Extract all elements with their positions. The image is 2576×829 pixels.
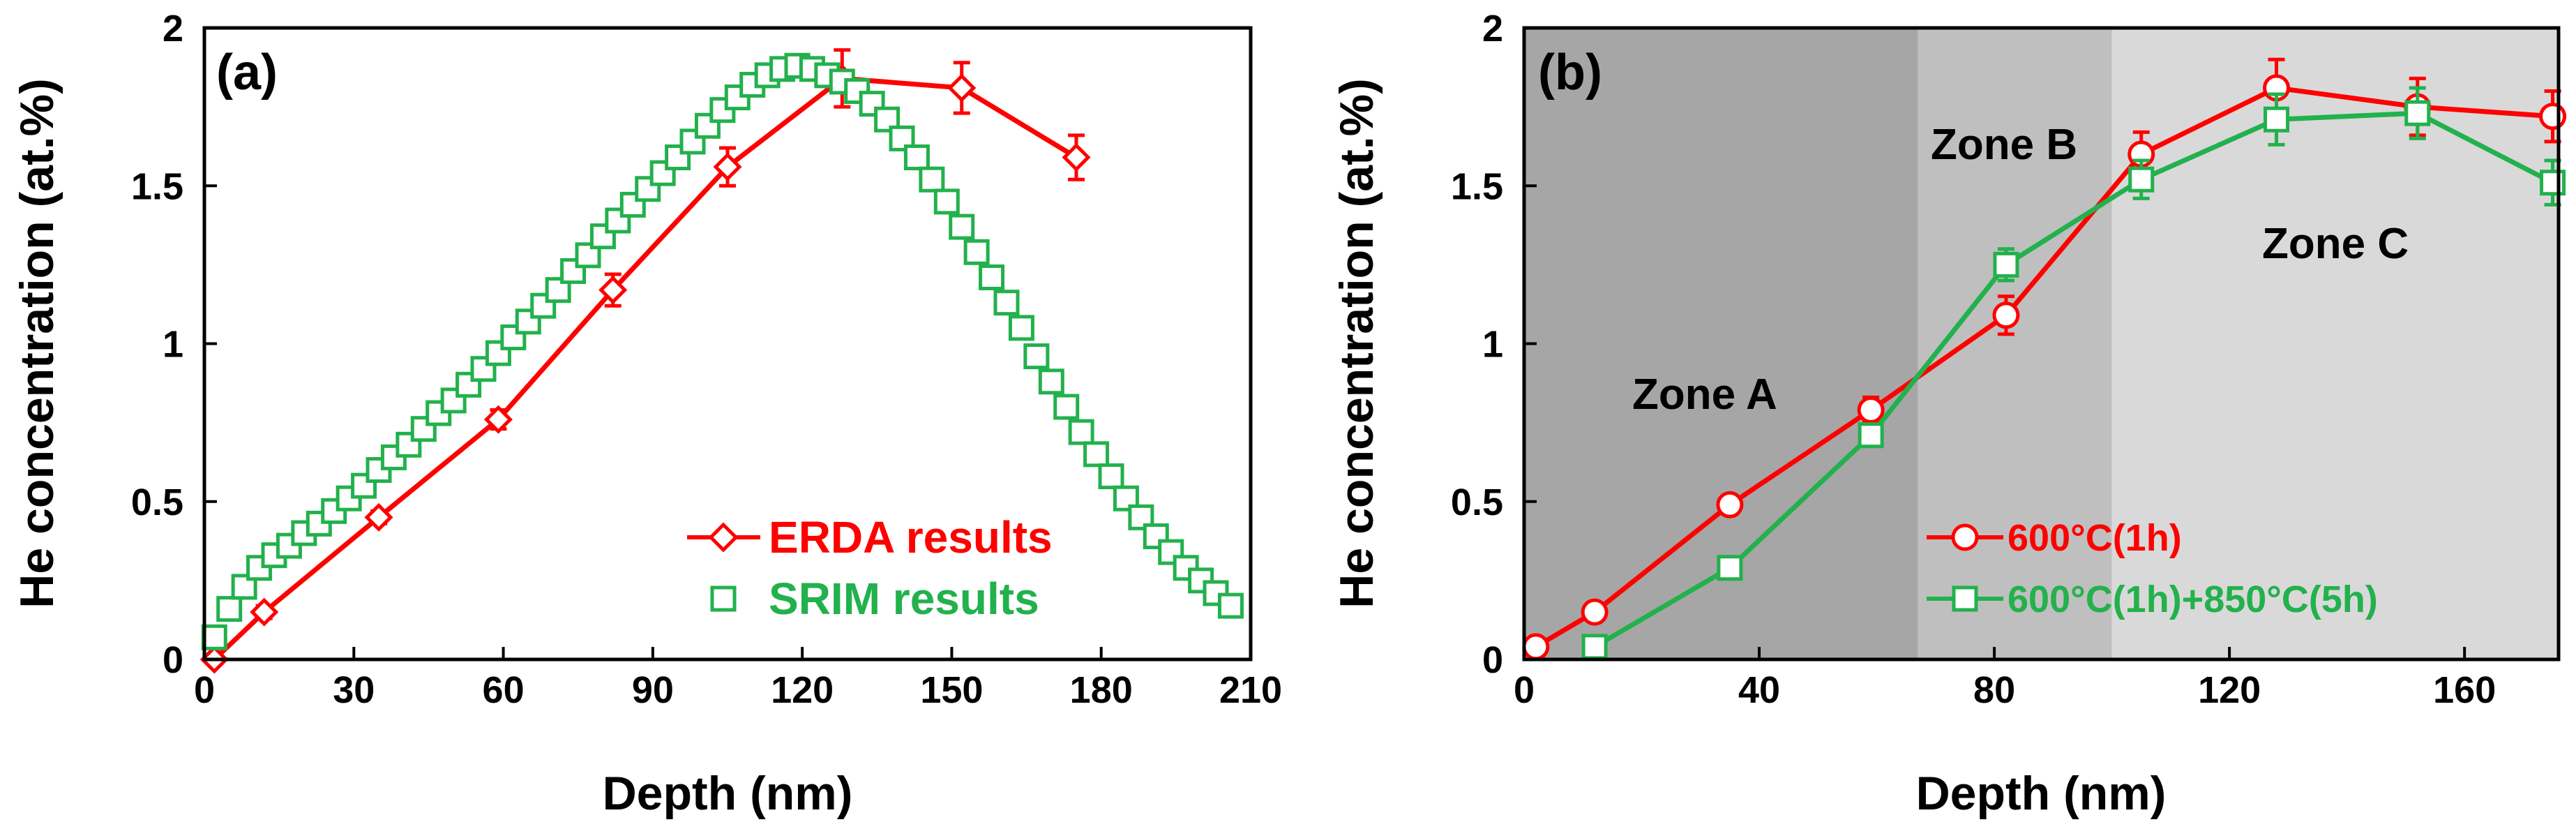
panel-a-series-2-point <box>679 128 706 155</box>
legend-600c-850c-marker <box>1952 585 1978 612</box>
panel-a-series-2-point <box>440 387 467 414</box>
panel-a-series-2-point <box>201 624 227 650</box>
legend-srim-marker <box>710 585 737 612</box>
legend-srim-label: SRIM results <box>769 574 1039 624</box>
panel-a-y-tick-label: 2 <box>163 8 183 50</box>
legend-600c-label: 600°C(1h) <box>2008 517 2182 559</box>
panel-a-series-1-point <box>364 502 393 532</box>
panel-a-x-tick-label: 90 <box>632 669 674 711</box>
panel-b-y-tick-label: 0 <box>1482 639 1503 681</box>
panel-b-series-2-line <box>1593 110 2554 649</box>
panel-b-series-2-point <box>2264 106 2290 133</box>
panel-b-series-1-point <box>1857 396 1885 424</box>
panel-b-x-tick-label: 120 <box>2198 669 2261 711</box>
panel-b-series-1-point <box>1581 598 1609 626</box>
zone-a-band <box>1524 28 1918 659</box>
panel-b-x-tick-label: 40 <box>1738 669 1780 711</box>
panel-a-label: (a) <box>216 45 278 100</box>
panel-a-series-2-point <box>1023 343 1050 370</box>
panel-b-series-2-point <box>1717 555 1743 581</box>
panel-a-series-2-point <box>216 596 243 622</box>
panel-a-y-tick-label: 1.5 <box>131 165 183 207</box>
panel-a-series-2-point <box>1068 419 1094 445</box>
panel-a-x-tick-label: 180 <box>1070 669 1133 711</box>
panel-b-legend: 600°C(1h) 600°C(1h)+850°C(5h) <box>1927 517 2378 620</box>
panel-a-y-tick-label: 1 <box>163 324 183 366</box>
panel-a-series-1-line <box>212 75 1078 662</box>
legend-600c-marker <box>1951 523 1979 551</box>
panel-b-series-2-point <box>2404 100 2431 126</box>
panel-b-y-tick-label: 1.5 <box>1451 165 1503 207</box>
legend-erda-marker <box>708 522 739 553</box>
panel-b-series-1-point <box>1716 491 1744 518</box>
panel-b-label: (b) <box>1538 45 1602 100</box>
panel-b-y-tick-label: 1 <box>1482 324 1503 366</box>
panel-a-series-2-point <box>1053 394 1080 420</box>
panel-a-series-2-point <box>1098 463 1124 490</box>
panel-a-x-tick-label: 120 <box>771 669 834 711</box>
zone-b-band <box>1918 28 2112 659</box>
panel-b-series-2-point <box>1858 422 1884 449</box>
panel-b-chart: 0 40 80 120 160 0 0.5 1 1.5 2 (b) Depth (nm) He c… <box>1330 8 2567 820</box>
zone-c-label: Zone C <box>2262 220 2409 268</box>
panel-a-series-1-point <box>598 276 628 305</box>
panel-a-series-2-point <box>396 431 422 458</box>
panel-b-series-2-point <box>2540 170 2566 196</box>
panel-a-series-2-point <box>649 160 676 186</box>
panel-a-x-tick-label: 60 <box>483 669 525 711</box>
panel-a-series-2-point <box>933 188 960 215</box>
panel-b-y-axis-label: He concentration (at.%) <box>1330 78 1383 608</box>
panel-a-x-tick-label: 210 <box>1219 669 1282 711</box>
panel-a-y-axis-label: He concentration (at.%) <box>10 78 63 608</box>
panel-a-series-2-point <box>694 112 721 139</box>
panel-a-series-2-point <box>545 277 571 304</box>
panel-a-series-2-point <box>575 242 601 269</box>
panel-a-series-2-point <box>1217 592 1244 619</box>
panel-b-series-1-point <box>2539 103 2567 130</box>
panel-a-series-1-point <box>483 405 513 434</box>
legend-erda-label: ERDA results <box>769 512 1053 562</box>
panel-a-legend: ERDA results SRIM results <box>687 512 1053 624</box>
panel-a-x-tick-label: 150 <box>920 669 983 711</box>
panel-a-series-2-point <box>963 239 990 265</box>
panel-b-y-tick-label: 2 <box>1482 8 1503 50</box>
panel-b-series-1-point <box>1522 633 1550 661</box>
zone-b-label: Zone B <box>1931 121 2077 169</box>
panel-b-series-1-point <box>1992 301 2020 329</box>
panel-a-chart: 0 30 60 90 120 150 180 210 0 0.5 1 1.5 2 (a) Depth (… <box>10 8 1282 820</box>
panel-a-y-tick-label: 0.5 <box>131 481 183 523</box>
panel-a-x-tick-label: 30 <box>333 669 375 711</box>
panel-a-series-2-point <box>993 290 1020 316</box>
panel-a-series-2-point <box>903 144 930 171</box>
panel-a-series-2-point <box>1008 315 1034 341</box>
panel-b-series-2-point <box>1993 251 2019 278</box>
panel-b-x-tick-label: 160 <box>2433 669 2496 711</box>
panel-a-x-tick-label: 0 <box>194 669 215 711</box>
panel-a-series-2-point <box>919 166 945 193</box>
panel-b-y-tick-label: 0.5 <box>1451 481 1503 523</box>
panel-b-x-tick-label: 0 <box>1514 669 1535 711</box>
panel-a-series-2-point <box>1083 441 1110 468</box>
panel-a-series-1-point <box>713 152 742 181</box>
zone-a-label: Zone A <box>1632 371 1777 419</box>
panel-a-y-tick-label: 0 <box>163 639 183 681</box>
legend-600c-850c-label: 600°C(1h)+850°C(5h) <box>2008 578 2378 620</box>
panel-b-x-axis-label: Depth (nm) <box>1916 767 2167 820</box>
zone-c-band <box>2111 28 2559 659</box>
panel-a-series-2-point <box>515 308 541 335</box>
panel-a-series-2-point <box>979 264 1005 290</box>
panel-b-x-tick-label: 80 <box>1973 669 2015 711</box>
panel-a-series-1-point <box>1062 142 1091 172</box>
panel-a-series-2-point <box>1038 368 1064 395</box>
panel-a-series-1-point <box>250 597 279 627</box>
panel-a-series-1-point <box>947 73 977 103</box>
panel-a-series-2-point <box>455 371 482 398</box>
panel-a-series-2-point <box>949 214 975 240</box>
panel-b-series-2-point <box>1581 634 1608 660</box>
panel-a-x-axis-label: Depth (nm) <box>603 767 853 820</box>
panel-a-series-2-point <box>470 356 497 382</box>
panel-b-series-2-point <box>2128 166 2155 193</box>
